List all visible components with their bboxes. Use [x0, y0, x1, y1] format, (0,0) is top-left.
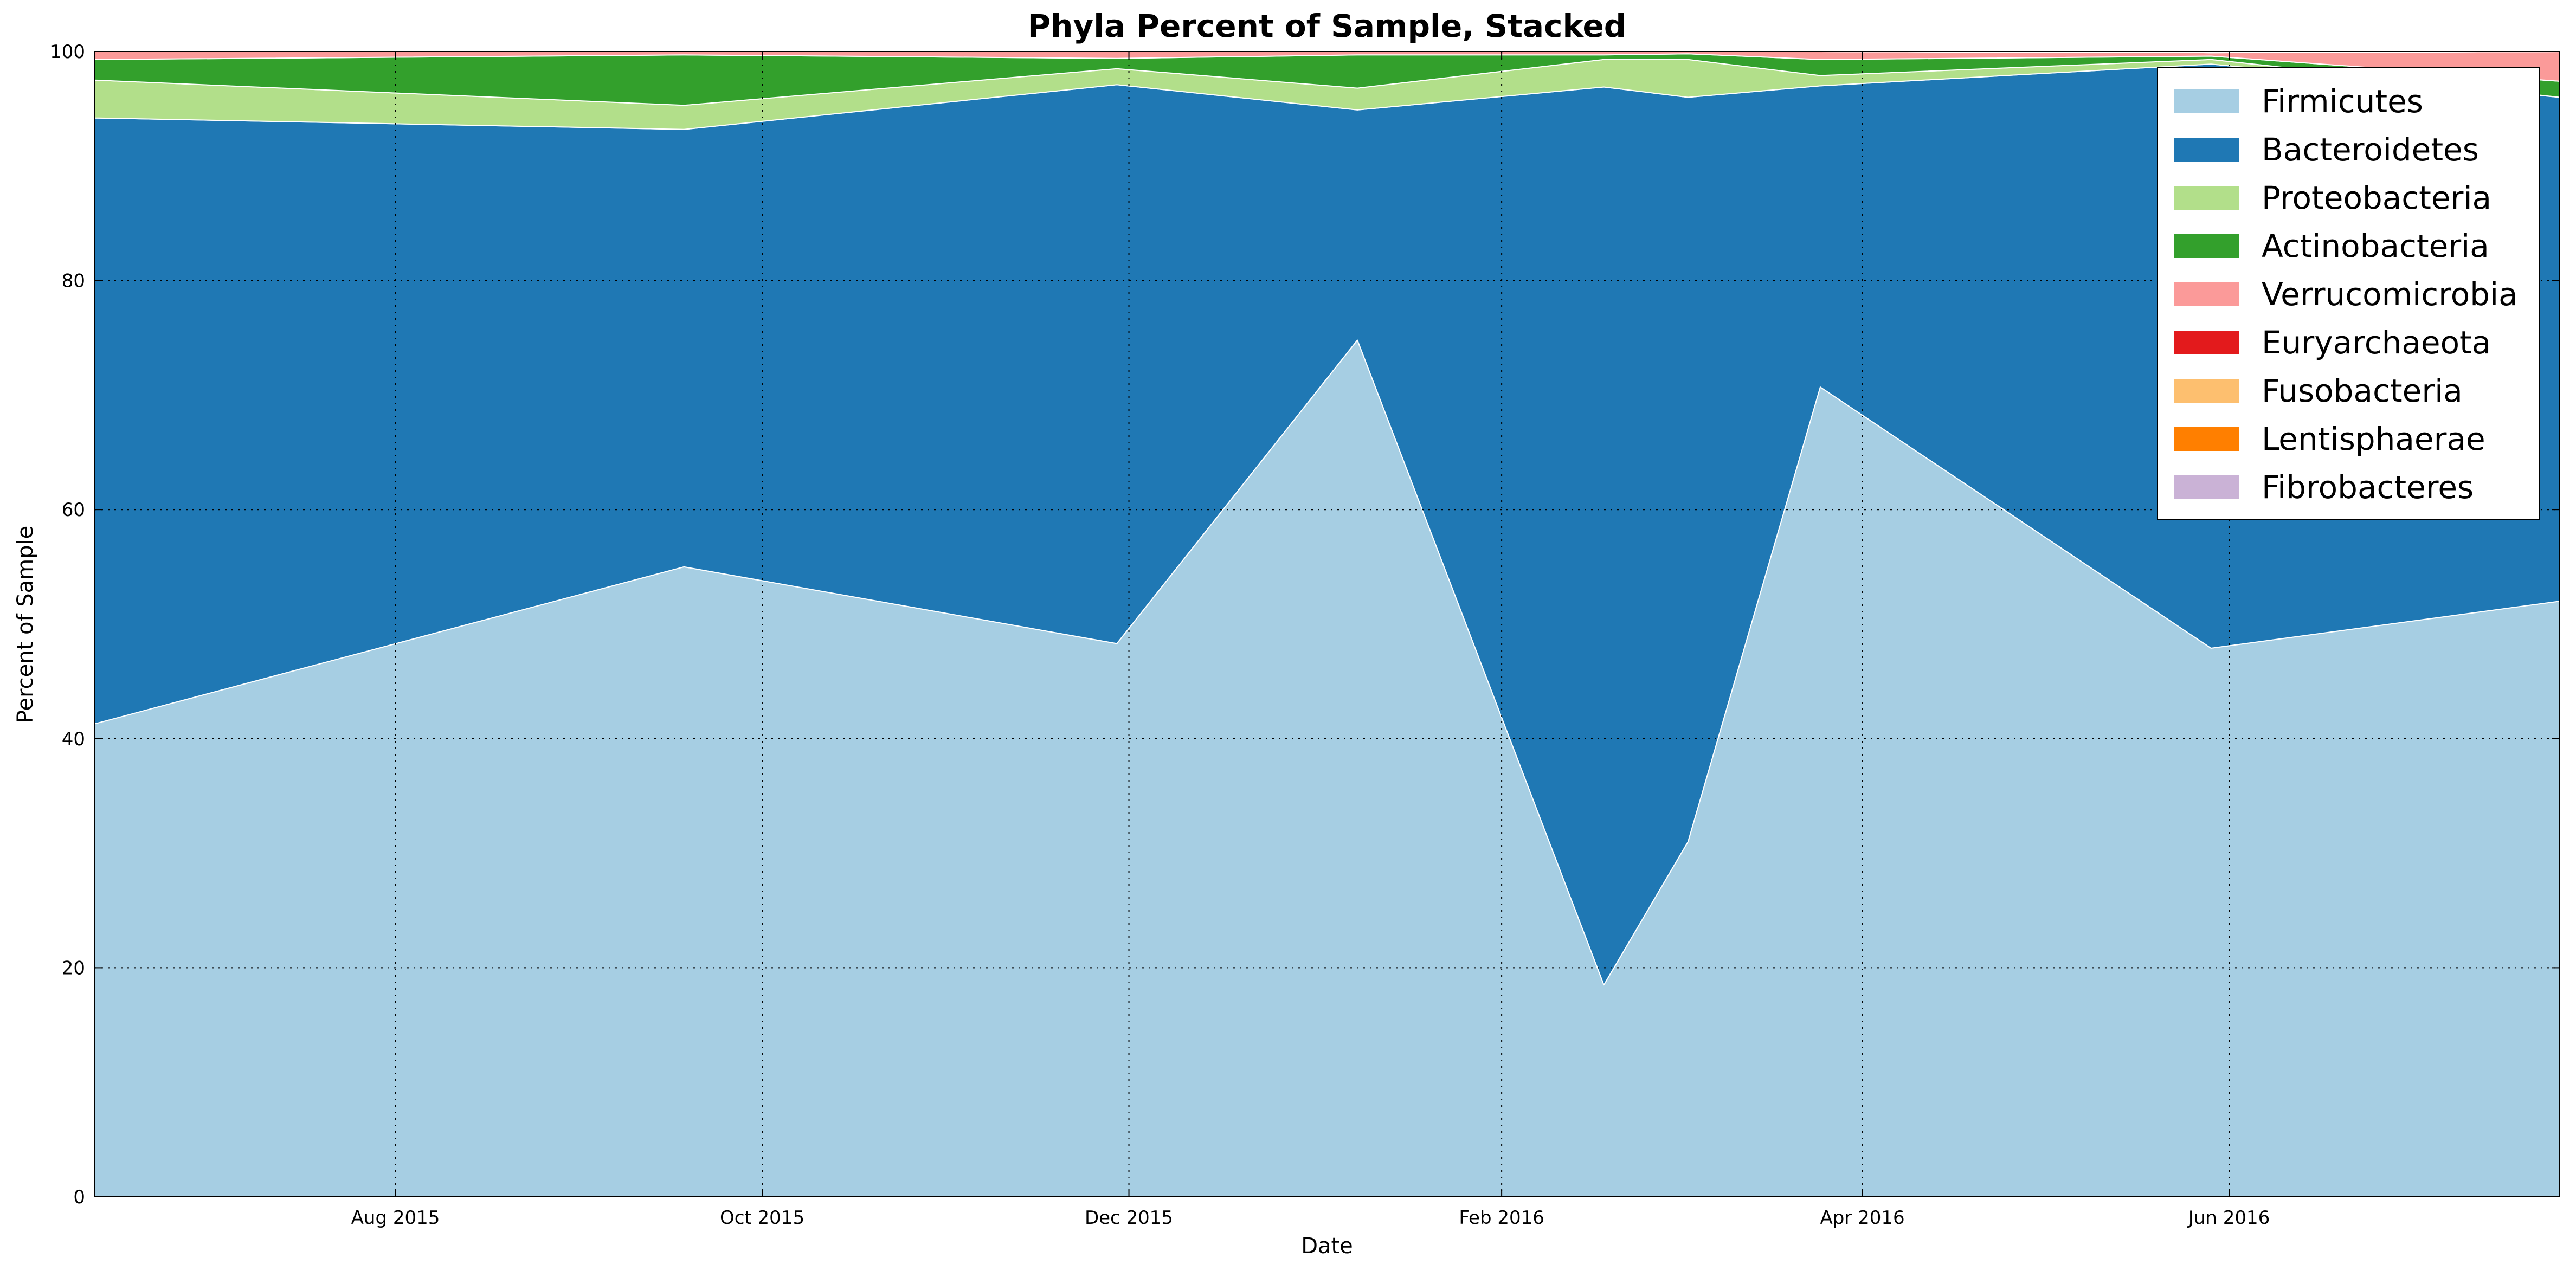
y-tick-label: 40: [62, 728, 85, 750]
ticks-layer: Aug 2015 Oct 2015 Dec 2015 Feb 2016 Apr 2016…: [50, 41, 2560, 1229]
x-tick-label: Oct 2015: [720, 1207, 804, 1229]
y-axis-label: Percent of Sample: [13, 526, 38, 723]
legend-label-bacteroidetes: Bacteroidetes: [2262, 131, 2479, 168]
legend-swatch-fibrobacteres: [2174, 475, 2239, 499]
legend-swatch-euryarchaeota: [2174, 331, 2239, 354]
legend-swatch-lentisphaerae: [2174, 427, 2239, 451]
y-tick-label: 20: [62, 957, 85, 979]
legend-swatch-proteobacteria: [2174, 186, 2239, 210]
legend-label-euryarchaeota: Euryarchaeota: [2262, 324, 2491, 361]
legend-swatch-firmicutes: [2174, 89, 2239, 113]
x-tick-label: Aug 2015: [351, 1207, 440, 1229]
x-tick-label: Jun 2016: [2187, 1207, 2270, 1229]
legend-label-verrucomicrobia: Verrucomicrobia: [2262, 276, 2518, 313]
legend-label-fibrobacteres: Fibrobacteres: [2262, 469, 2474, 506]
x-tick-label: Feb 2016: [1459, 1207, 1544, 1229]
plot-frame: [94, 51, 2560, 1197]
legend-swatch-bacteroidetes: [2174, 138, 2239, 162]
legend-swatch-actinobacteria: [2174, 234, 2239, 258]
y-tick-label: 80: [62, 270, 85, 292]
legend-label-actinobacteria: Actinobacteria: [2262, 228, 2489, 265]
legend-label-fusobacteria: Fusobacteria: [2262, 372, 2463, 409]
legend-label-firmicutes: Firmicutes: [2262, 83, 2423, 120]
x-tick-label: Apr 2016: [1820, 1207, 1904, 1229]
y-tick-label: 100: [50, 41, 85, 63]
legend-swatch-fusobacteria: [2174, 379, 2239, 403]
y-tick-label: 0: [73, 1186, 85, 1208]
x-tick-label: Dec 2015: [1085, 1207, 1173, 1229]
chart-title: Phyla Percent of Sample, Stacked: [1028, 8, 1627, 44]
legend-label-lentisphaerae: Lentisphaerae: [2262, 421, 2485, 457]
grid-layer: [95, 51, 2560, 1197]
y-tick-label: 60: [62, 499, 85, 521]
x-axis-label: Date: [1301, 1234, 1353, 1259]
legend-label-proteobacteria: Proteobacteria: [2262, 179, 2491, 216]
legend-swatch-verrucomicrobia: [2174, 282, 2239, 306]
legend: Firmicutes Bacteroidetes Proteobacteria Act…: [2157, 67, 2540, 520]
